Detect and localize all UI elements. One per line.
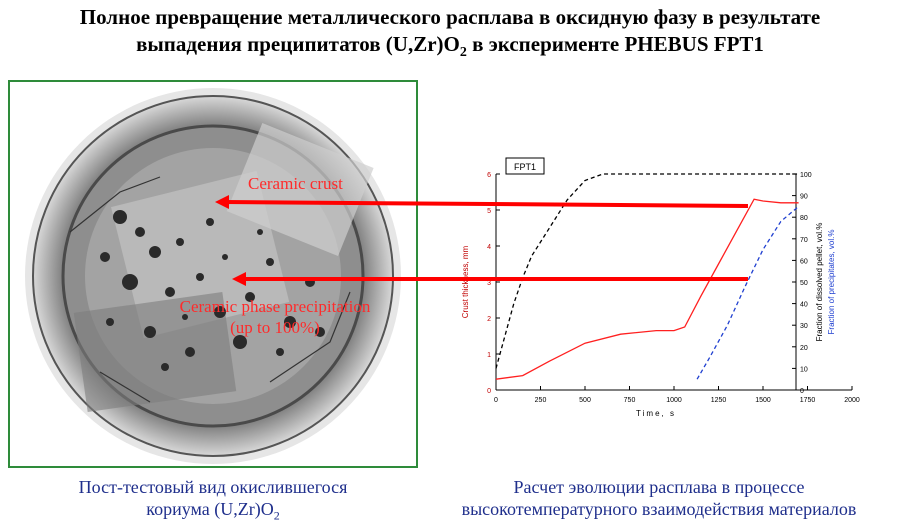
corium-photo-image xyxy=(25,88,401,464)
y-right-axis-label-2: Fraction of precipitates, vol.% xyxy=(827,230,836,335)
label-precip-line-1: Ceramic phase precipitation xyxy=(179,297,371,316)
y-right-tick-label: 60 xyxy=(800,258,808,265)
y-right-tick-label: 20 xyxy=(800,345,808,352)
title-line-2-prefix: выпадения преципитатов (U,Zr)O xyxy=(136,32,460,56)
caption-right-line-1: Расчет эволюции расплава в процессе xyxy=(513,477,805,497)
y-left-tick-label: 4 xyxy=(487,244,491,251)
y-right-tick-label: 50 xyxy=(800,280,808,287)
y-right-tick-label: 70 xyxy=(800,237,808,244)
y-right-tick-label: 0 xyxy=(800,388,804,395)
chart-axes: 0 250 500 750 1000 1250 1500 1750 20000123456010… xyxy=(461,157,860,418)
title-line-2: выпадения преципитатов (U,Zr)O2 в экспер… xyxy=(0,31,900,66)
corium-photo xyxy=(8,80,418,468)
caption-right: Расчет эволюции расплава в процессе высо… xyxy=(420,476,898,520)
caption-left-line-2-prefix: кориума (U,Zr)O xyxy=(146,499,274,519)
legend-box xyxy=(505,157,545,175)
label-ceramic-precipitation: Ceramic phase precipitation (up to 100%) xyxy=(140,296,410,338)
y-right-tick-label: 30 xyxy=(800,323,808,330)
x-tick-label: 1500 xyxy=(755,397,771,404)
y-right-tick-label: 90 xyxy=(800,194,808,201)
x-tick-label: 500 xyxy=(579,397,591,404)
x-tick-label: 750 xyxy=(624,397,636,404)
page-title: Полное превращение металлического распла… xyxy=(0,4,900,66)
x-tick-label: 0 xyxy=(494,397,498,404)
x-axis-label: Time, s xyxy=(636,409,676,418)
chart-series xyxy=(495,173,800,380)
caption-left: Пост-тестовый вид окислившегося кориума … xyxy=(8,476,418,527)
y-left-tick-label: 5 xyxy=(487,208,491,215)
series-line-fraction-of-precipitates xyxy=(696,205,800,380)
legend-box-label: FPT1 xyxy=(514,162,536,172)
x-tick-label: 1000 xyxy=(666,397,682,404)
caption-right-line-2: высокотемпературного взаимодействия мате… xyxy=(461,499,857,519)
y-right-axis-label-1: Fraction of dissolved pellet, vol.% xyxy=(815,223,824,342)
label-precip-line-2: (up to 100%) xyxy=(230,318,320,337)
title-line-2-suffix: в эксперименте PHEBUS FPT1 xyxy=(466,32,764,56)
y-right-tick-label: 80 xyxy=(800,215,808,222)
caption-left-sub: 2 xyxy=(273,508,280,523)
x-tick-label: 1250 xyxy=(711,397,727,404)
y-left-tick-label: 1 xyxy=(487,352,491,359)
y-right-tick-label: 100 xyxy=(800,172,812,179)
y-left-axis-label: Crust thickness, mm xyxy=(461,245,470,318)
x-tick-label: 2000 xyxy=(844,397,860,404)
y-left-tick-label: 6 xyxy=(487,172,491,179)
caption-left-line-2: кориума (U,Zr)O2 xyxy=(8,498,418,527)
y-right-tick-label: 40 xyxy=(800,302,808,309)
title-line-1: Полное превращение металлического распла… xyxy=(79,5,821,29)
x-tick-label: 1750 xyxy=(800,397,816,404)
y-left-tick-label: 0 xyxy=(487,388,491,395)
x-tick-label: 250 xyxy=(535,397,547,404)
title-sub: 2 xyxy=(459,45,467,61)
series-line-crust-thickness xyxy=(495,198,799,380)
caption-left-line-1: Пост-тестовый вид окислившегося xyxy=(78,477,348,497)
y-right-tick-label: 10 xyxy=(800,366,808,373)
y-left-tick-label: 2 xyxy=(487,316,491,323)
series-line-fraction-of-dissolved-pellet xyxy=(495,173,799,369)
label-ceramic-crust: Ceramic crust xyxy=(248,174,343,193)
y-left-tick-label: 3 xyxy=(487,280,491,287)
